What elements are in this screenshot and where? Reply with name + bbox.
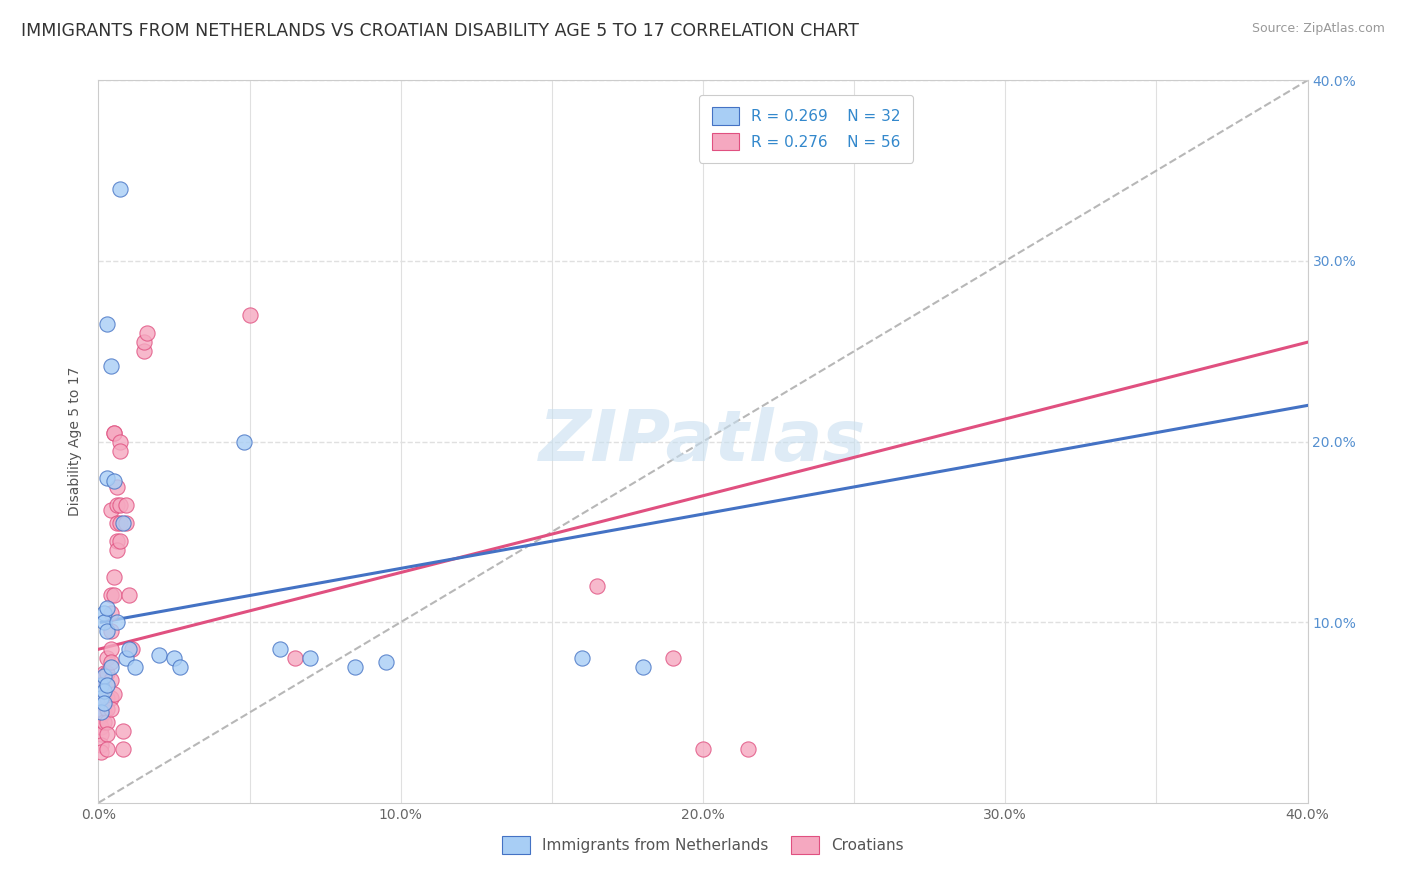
Point <box>93 714 115 729</box>
Point <box>103 425 125 440</box>
Point <box>239 308 262 322</box>
Point <box>103 475 125 489</box>
Point <box>100 702 122 716</box>
Point <box>692 741 714 756</box>
Point <box>96 600 118 615</box>
Point <box>169 660 191 674</box>
Point <box>93 665 115 680</box>
Point <box>299 651 322 665</box>
Point <box>90 706 112 720</box>
Point <box>93 606 115 620</box>
Point <box>93 691 115 706</box>
Point <box>100 673 122 687</box>
Point <box>105 516 128 530</box>
Point <box>90 727 112 741</box>
Point <box>100 691 122 706</box>
Point <box>96 741 118 756</box>
Point <box>96 317 118 331</box>
Point <box>90 720 112 734</box>
Point <box>586 579 609 593</box>
Point <box>344 660 367 674</box>
Point <box>631 660 654 674</box>
Y-axis label: Disability Age 5 to 17: Disability Age 5 to 17 <box>69 367 83 516</box>
Point <box>132 335 155 350</box>
Point <box>118 588 141 602</box>
Point <box>96 727 118 741</box>
Point <box>105 533 128 548</box>
Point <box>105 498 128 512</box>
Point <box>90 738 112 752</box>
Point <box>103 588 125 602</box>
Point <box>118 642 141 657</box>
Point <box>100 359 122 373</box>
Point <box>90 709 112 723</box>
Point <box>93 683 115 698</box>
Point <box>100 503 122 517</box>
Text: IMMIGRANTS FROM NETHERLANDS VS CROATIAN DISABILITY AGE 5 TO 17 CORRELATION CHART: IMMIGRANTS FROM NETHERLANDS VS CROATIAN … <box>21 22 859 40</box>
Point <box>93 678 115 692</box>
Point <box>103 687 125 701</box>
Text: ZIPatlas: ZIPatlas <box>540 407 866 476</box>
Point <box>96 471 118 485</box>
Point <box>100 642 122 657</box>
Point <box>90 697 112 711</box>
Point <box>284 651 307 665</box>
Point <box>132 344 155 359</box>
Point <box>105 542 128 557</box>
Point <box>111 741 134 756</box>
Point <box>269 642 291 657</box>
Point <box>108 498 131 512</box>
Point <box>124 660 146 674</box>
Point <box>93 669 115 683</box>
Legend: Immigrants from Netherlands, Croatians: Immigrants from Netherlands, Croatians <box>496 830 910 860</box>
Point <box>100 588 122 602</box>
Point <box>103 425 125 440</box>
Point <box>96 678 118 692</box>
Point <box>90 745 112 759</box>
Point <box>232 434 254 449</box>
Point <box>111 516 134 530</box>
Point <box>100 606 122 620</box>
Text: Source: ZipAtlas.com: Source: ZipAtlas.com <box>1251 22 1385 36</box>
Point <box>108 182 131 196</box>
Point <box>96 678 118 692</box>
Point <box>571 651 593 665</box>
Point <box>114 516 136 530</box>
Point <box>93 615 115 630</box>
Point <box>105 615 128 630</box>
Point <box>100 624 122 639</box>
Point <box>90 678 112 692</box>
Point <box>108 443 131 458</box>
Point <box>114 498 136 512</box>
Point <box>100 660 122 674</box>
Point <box>121 642 143 657</box>
Point <box>111 723 134 738</box>
Point <box>108 533 131 548</box>
Point <box>108 434 131 449</box>
Point <box>90 691 112 706</box>
Point <box>96 714 118 729</box>
Point <box>90 687 112 701</box>
Point <box>105 480 128 494</box>
Point <box>148 648 170 662</box>
Point <box>114 651 136 665</box>
Point <box>93 706 115 720</box>
Point <box>374 655 396 669</box>
Point <box>96 624 118 639</box>
Point <box>103 570 125 584</box>
Point <box>96 651 118 665</box>
Point <box>96 665 118 680</box>
Point <box>93 697 115 711</box>
Point <box>135 326 157 340</box>
Point <box>737 741 759 756</box>
Point <box>100 655 122 669</box>
Point <box>108 516 131 530</box>
Point <box>661 651 683 665</box>
Point <box>96 691 118 706</box>
Point <box>163 651 186 665</box>
Point <box>96 702 118 716</box>
Point <box>90 673 112 687</box>
